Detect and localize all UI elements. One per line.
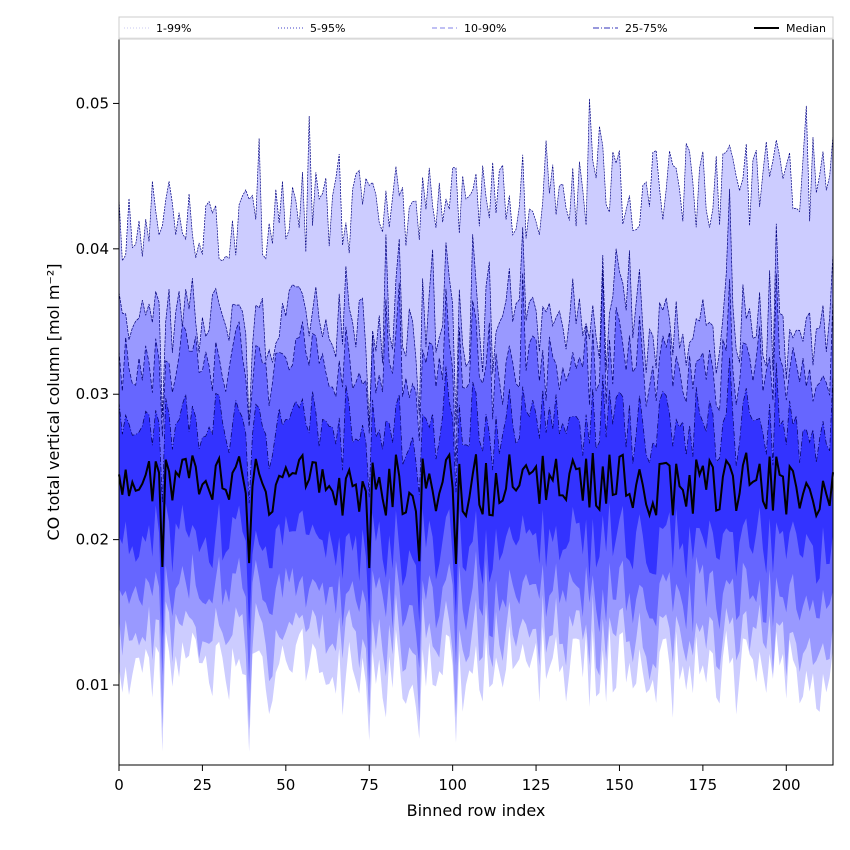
legend: 1-99% 5-95% 10-90% 25-75% Median <box>118 16 834 40</box>
x-tick-label: 50 <box>276 776 295 794</box>
y-tick-label: 0.01 <box>76 676 109 694</box>
band-1-99-upper-line <box>118 98 834 262</box>
x-tick-label: 25 <box>193 776 212 794</box>
x-tick-label: 125 <box>522 776 551 794</box>
x-tick-label: 100 <box>438 776 467 794</box>
x-tick-label: 175 <box>689 776 718 794</box>
x-tick-label: 150 <box>605 776 634 794</box>
x-axis-label: Binned row index <box>407 801 546 820</box>
percentile-bands <box>118 98 834 752</box>
legend-label: 5-95% <box>310 22 345 35</box>
legend-label: 10-90% <box>464 22 506 35</box>
band-25-75-upper-line <box>118 357 834 504</box>
legend-label: Median <box>786 22 826 35</box>
x-axis: 0 25 50 75 100 125 150 175 200 <box>114 765 801 794</box>
median-line <box>118 451 834 569</box>
y-tick-label: 0.05 <box>76 94 109 112</box>
y-tick-label: 0.03 <box>76 385 109 403</box>
x-tick-label: 200 <box>772 776 801 794</box>
median-series <box>118 451 834 569</box>
legend-box <box>118 16 834 40</box>
y-axis: 0.01 0.02 0.03 0.04 0.05 <box>76 94 119 694</box>
band-25-75-band <box>119 357 833 639</box>
y-tick-label: 0.04 <box>76 240 109 258</box>
band-10-90-upper-line <box>118 270 834 466</box>
x-tick-label: 0 <box>114 776 124 794</box>
x-tick-label: 75 <box>360 776 379 794</box>
legend-label: 25-75% <box>625 22 667 35</box>
band-5-95-upper-line <box>118 188 834 426</box>
y-axis-label: CO total vertical column [mol m⁻²] <box>44 263 63 540</box>
y-tick-label: 0.02 <box>76 531 109 549</box>
legend-label: 1-99% <box>156 22 191 35</box>
